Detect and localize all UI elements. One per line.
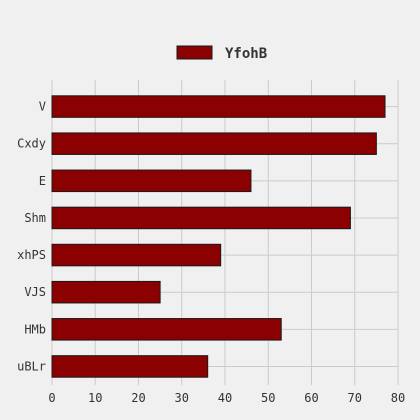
- category-label: xhPS: [17, 248, 46, 262]
- x-tick-label: 30: [175, 391, 189, 405]
- legend-swatch: [176, 45, 213, 60]
- bar-E: [51, 169, 252, 193]
- category-label: uBLr: [17, 359, 46, 373]
- x-tick-label: 40: [218, 391, 232, 405]
- bar-xhPS: [51, 243, 222, 267]
- bar-VJS: [51, 280, 161, 304]
- x-tick-label: 60: [304, 391, 318, 405]
- category-labels: V Cxdy E Shm xhPS VJS HMb uBLr: [17, 100, 46, 374]
- category-label: HMb: [24, 322, 46, 336]
- category-label: Cxdy: [17, 137, 46, 151]
- x-tick-label: 0: [48, 391, 55, 405]
- bar-uBLr: [51, 355, 209, 378]
- category-label: V: [39, 100, 46, 114]
- x-tick-labels: 0 10 20 30 40 50 60 70 80: [48, 391, 405, 405]
- bar-Cxdy: [51, 132, 377, 155]
- category-label: E: [39, 174, 46, 188]
- bar-V: [51, 95, 386, 118]
- x-tick-label: 10: [88, 391, 102, 405]
- legend: YfohB: [176, 45, 267, 62]
- category-label: VJS: [24, 285, 46, 299]
- x-tick-label: 20: [131, 391, 145, 405]
- category-label: Shm: [24, 211, 46, 225]
- bars-layer: [51, 95, 386, 378]
- bar-HMb: [51, 318, 282, 341]
- bar-Shm: [51, 206, 351, 230]
- x-tick-label: 80: [391, 391, 405, 405]
- x-tick-label: 50: [261, 391, 275, 405]
- x-tick-label: 70: [348, 391, 362, 405]
- legend-label: YfohB: [225, 46, 267, 62]
